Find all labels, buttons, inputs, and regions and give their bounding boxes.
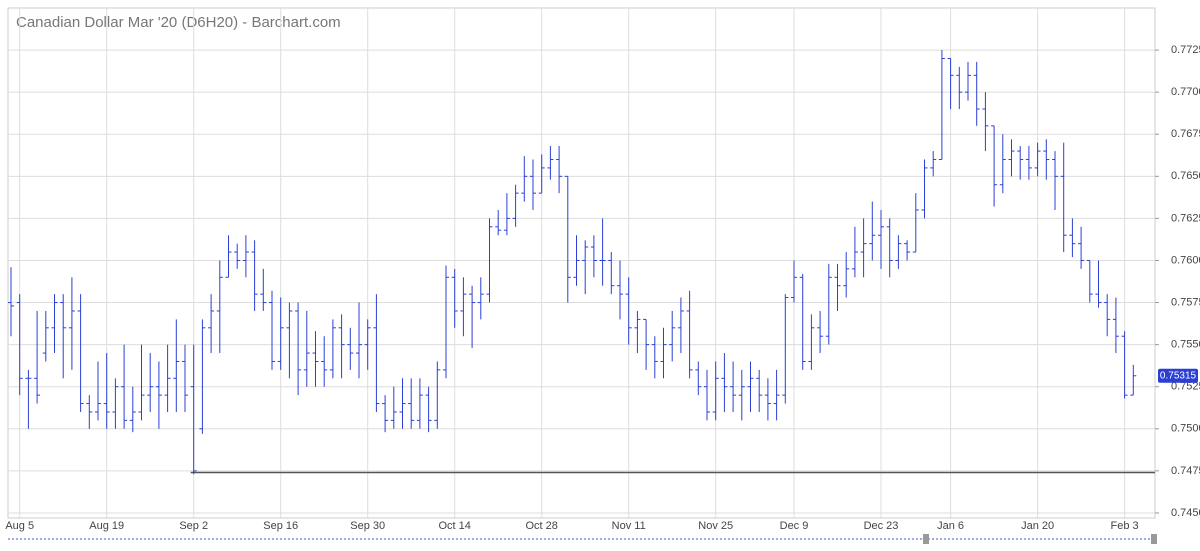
- x-tick-label: Dec 9: [780, 520, 809, 532]
- y-tick-label: 0.76000: [1171, 254, 1200, 266]
- y-tick-label: 0.75500: [1171, 339, 1200, 351]
- last-price-box: [1158, 368, 1198, 383]
- chart-title: Canadian Dollar Mar '20 (D6H20) - Barcha…: [16, 14, 341, 31]
- x-tick-label: Nov 25: [698, 520, 733, 532]
- x-tick-label: Feb 3: [1111, 520, 1139, 532]
- y-tick-label: 0.77250: [1171, 44, 1200, 56]
- y-tick-label: 0.74500: [1171, 507, 1200, 519]
- navigator-handle[interactable]: [923, 534, 929, 544]
- y-tick-label: 0.76250: [1171, 212, 1200, 224]
- y-tick-label: 0.75250: [1171, 381, 1200, 393]
- x-tick-label: Sep 30: [350, 520, 385, 532]
- y-tick-label: 0.74750: [1171, 465, 1200, 477]
- x-tick-label: Sep 2: [179, 520, 208, 532]
- navigator-handle[interactable]: [1151, 534, 1157, 544]
- y-tick-label: 0.77000: [1171, 86, 1200, 98]
- x-tick-label: Jan 6: [937, 520, 964, 532]
- x-tick-label: Aug 19: [89, 520, 124, 532]
- x-tick-label: Oct 28: [525, 520, 557, 532]
- x-tick-label: Jan 20: [1021, 520, 1054, 532]
- x-tick-label: Sep 16: [263, 520, 298, 532]
- y-tick-label: 0.75750: [1171, 296, 1200, 308]
- last-price-label: 0.75315: [1160, 370, 1197, 381]
- y-tick-label: 0.76750: [1171, 128, 1200, 140]
- y-tick-label: 0.75000: [1171, 423, 1200, 435]
- x-tick-label: Aug 5: [5, 520, 34, 532]
- x-tick-label: Dec 23: [864, 520, 899, 532]
- y-tick-label: 0.76500: [1171, 170, 1200, 182]
- x-tick-label: Oct 14: [438, 520, 470, 532]
- plot-frame: [7, 7, 1156, 519]
- x-tick-label: Nov 11: [612, 520, 646, 532]
